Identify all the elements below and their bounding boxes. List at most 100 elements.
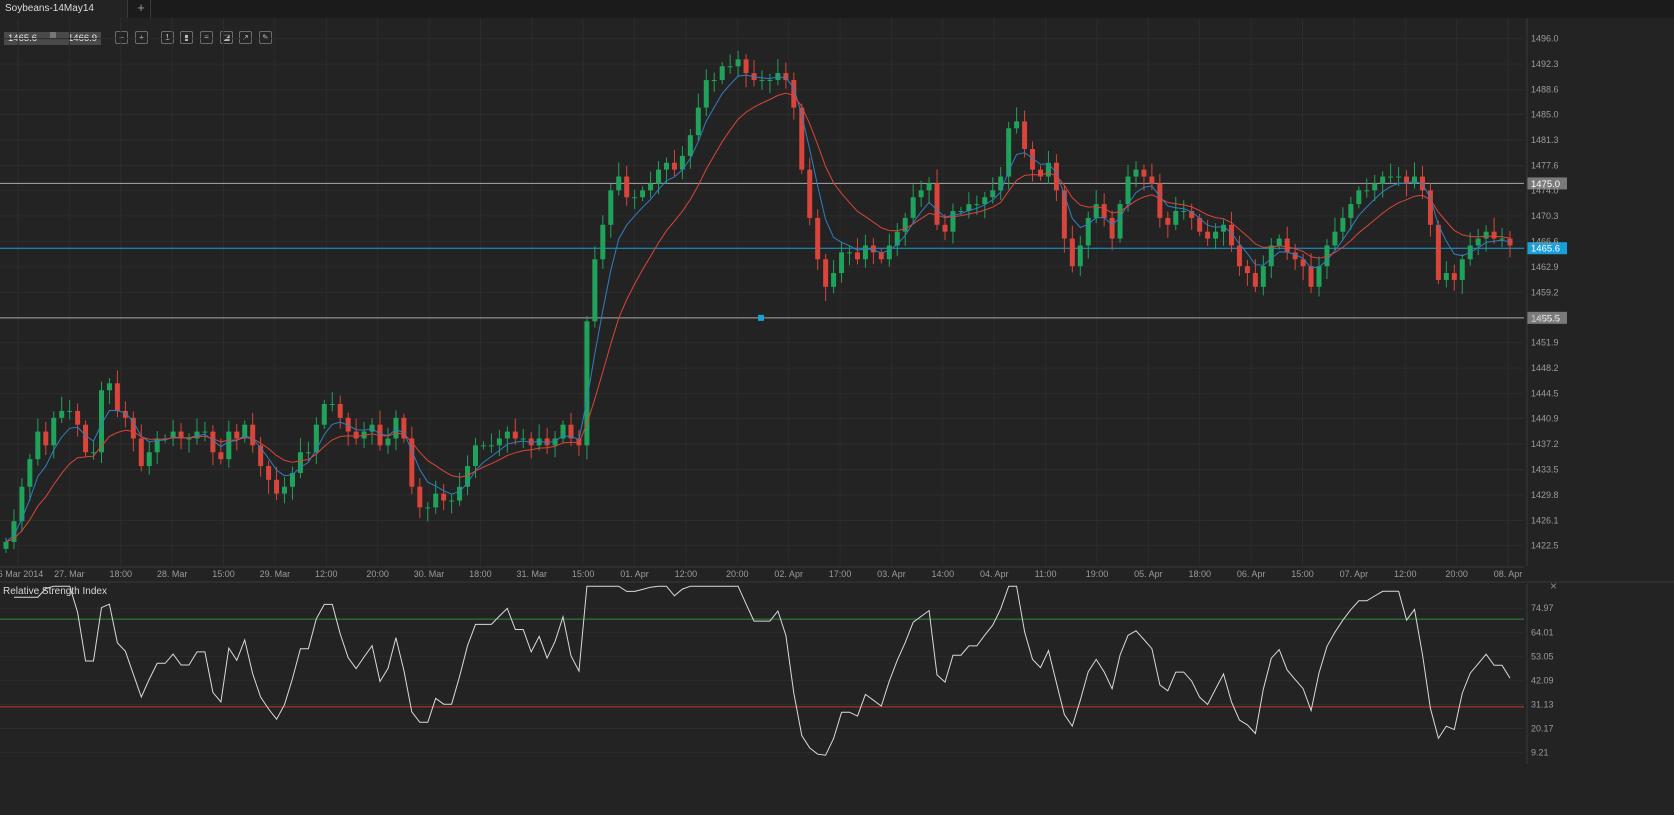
candle: [504, 431, 510, 439]
candle: [1404, 176, 1410, 184]
candle: [1483, 231, 1489, 239]
candle: [783, 73, 789, 81]
candle: [1213, 231, 1219, 239]
candle: [791, 80, 797, 108]
candle: [1396, 176, 1402, 178]
candle: [1276, 238, 1282, 246]
candle: [114, 383, 120, 411]
time-tick-label: 29. Mar: [260, 569, 291, 579]
candle: [337, 404, 343, 418]
rsi-title: Relative Strength Index: [3, 586, 107, 597]
candle: [1045, 162, 1051, 177]
candle: [671, 162, 677, 170]
time-tick-label: 26 Mar 2014: [0, 569, 43, 579]
time-tick-label: 06. Apr: [1237, 569, 1266, 579]
candle: [1507, 238, 1513, 246]
candle: [918, 190, 924, 198]
candle: [1069, 238, 1075, 267]
candle: [321, 404, 327, 425]
candle: [624, 176, 630, 198]
time-tick-label: 02. Apr: [774, 569, 803, 579]
time-tick-label: 15:00: [212, 569, 235, 579]
candle: [560, 424, 566, 439]
time-tick-label: 27. Mar: [54, 569, 85, 579]
candle: [1125, 176, 1131, 205]
indicators-icon[interactable]: ≡: [200, 31, 213, 44]
objects-icon[interactable]: ◪: [220, 31, 233, 44]
rsi-tick-label: 20.17: [1531, 724, 1554, 734]
tab-soybeans[interactable]: Soybeans-14May14: [0, 0, 128, 18]
rsi-tick-label: 53.05: [1531, 651, 1554, 661]
price-tick-label: 1477.6: [1531, 161, 1559, 171]
candle: [1077, 245, 1083, 267]
candle: [67, 410, 73, 412]
candle: [496, 438, 502, 446]
timeframe-icon[interactable]: 1: [161, 31, 174, 44]
candle: [727, 66, 733, 68]
candle: [234, 431, 240, 439]
candle: [958, 211, 964, 213]
time-tick-label: 08. Apr: [1494, 569, 1523, 579]
price-tick-label: 1444.5: [1531, 389, 1559, 399]
time-tick-label: 12:00: [1394, 569, 1417, 579]
candle: [608, 190, 614, 225]
slow-ma-line: [5, 92, 1511, 543]
candle: [449, 500, 455, 502]
candle: [11, 521, 17, 542]
candle: [473, 445, 479, 467]
candle: [409, 438, 415, 487]
add-tab-button[interactable]: +: [132, 0, 151, 18]
zoom-in-icon[interactable]: +: [135, 31, 148, 44]
zoom-out-icon[interactable]: −: [115, 31, 128, 44]
candle: [433, 493, 439, 508]
candles-icon[interactable]: ▮: [180, 31, 193, 44]
templates-icon[interactable]: ↗: [239, 31, 252, 44]
candle: [1427, 190, 1433, 225]
candle: [488, 445, 494, 447]
candle: [313, 424, 319, 453]
candle: [19, 486, 25, 522]
candle: [600, 224, 606, 260]
candle: [695, 107, 701, 136]
close-icon[interactable]: ×: [1550, 579, 1558, 593]
candle: [393, 417, 399, 439]
price-tick-label: 1455.5: [1531, 313, 1559, 323]
candle: [1157, 183, 1163, 218]
candle: [536, 438, 542, 446]
candle: [807, 169, 813, 218]
candle: [345, 417, 351, 432]
candle: [282, 486, 288, 494]
time-tick-label: 03. Apr: [877, 569, 906, 579]
time-tick-label: 12:00: [315, 569, 338, 579]
candle: [1141, 169, 1147, 177]
time-tick-label: 17:00: [829, 569, 852, 579]
rsi-line: [14, 585, 1511, 756]
candle: [98, 390, 104, 453]
horizontal-lines: 1475.0 1465.6 1455.5: [0, 177, 1567, 324]
price-tick-label: 1488.6: [1531, 85, 1559, 95]
price-tick-label: 1426.1: [1531, 516, 1559, 526]
candle: [847, 252, 853, 254]
candle: [75, 410, 81, 425]
candle: [982, 197, 988, 205]
candle: [138, 438, 144, 467]
candle: [1197, 217, 1203, 232]
candle: [242, 424, 248, 439]
candle: [552, 438, 558, 446]
candle: [1053, 162, 1059, 191]
price-level-badge: [1527, 311, 1567, 324]
candle: [43, 431, 49, 446]
candle: [250, 424, 256, 446]
candle: [1006, 128, 1012, 177]
candle: [1356, 190, 1362, 205]
tab-bar: Soybeans-14May14 +: [0, 0, 1674, 18]
spread-icon: [50, 32, 56, 38]
draw-icon[interactable]: ✎: [259, 31, 272, 44]
candle: [584, 321, 590, 446]
price-axis: 1496.0 1492.3 1488.6 1485.0 1481.3 1477.6 1474…: [1526, 18, 1559, 566]
candle: [592, 259, 598, 322]
candle: [568, 424, 574, 439]
candle: [926, 183, 932, 191]
candle: [886, 245, 892, 260]
